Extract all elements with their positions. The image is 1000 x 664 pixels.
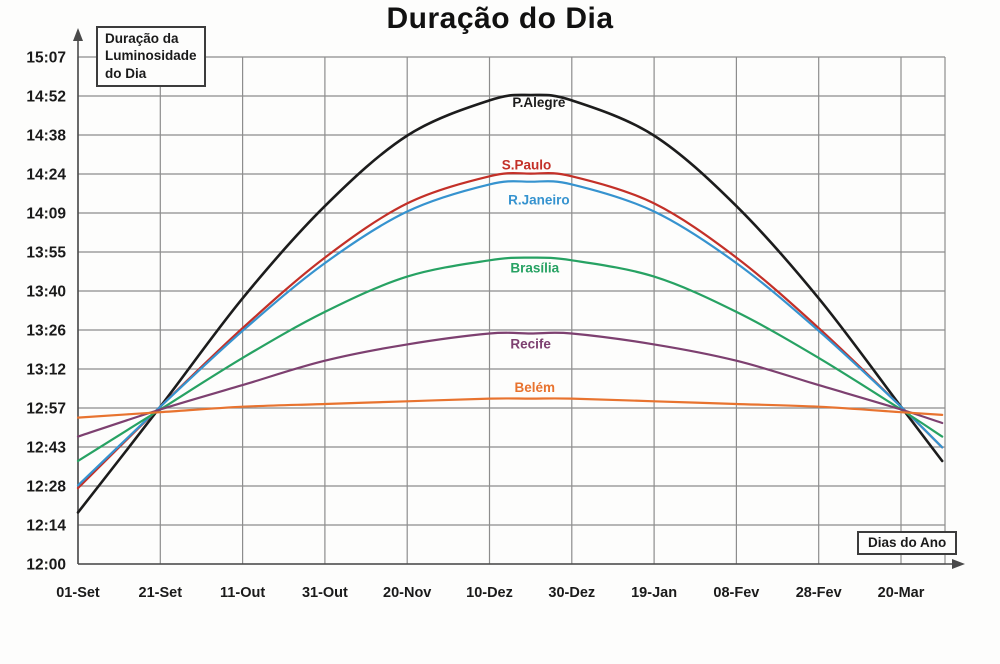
x-tick-label: 20-Mar bbox=[878, 585, 925, 601]
series-line-p-alegre bbox=[76, 93, 944, 514]
y-tick-label: 14:24 bbox=[26, 167, 66, 184]
y-tick-label: 14:52 bbox=[26, 89, 66, 106]
y-tick-label: 14:38 bbox=[26, 128, 66, 145]
y-tick-label: 12:14 bbox=[26, 518, 66, 535]
y-tick-label: 12:28 bbox=[26, 479, 66, 496]
x-axis-label-box: Dias do Ano bbox=[857, 531, 958, 555]
y-tick-label: 12:57 bbox=[26, 401, 66, 418]
x-tick-label: 30-Dez bbox=[548, 585, 595, 601]
series-label-p-alegre: P.Alegre bbox=[512, 95, 566, 110]
series-label-r-janeiro: R.Janeiro bbox=[508, 193, 570, 208]
series-line-r-janeiro bbox=[76, 180, 944, 487]
y-tick-label: 14:09 bbox=[26, 206, 66, 223]
x-axis-arrow-icon bbox=[952, 559, 965, 569]
series-line-recife bbox=[76, 331, 944, 438]
series-line-s-paulo bbox=[76, 171, 944, 490]
y-tick-label: 13:40 bbox=[26, 284, 66, 301]
x-tick-label: 08-Fev bbox=[713, 585, 759, 601]
y-tick-label: 15:07 bbox=[26, 50, 66, 67]
x-tick-label: 28-Fev bbox=[796, 585, 842, 601]
x-tick-label: 21-Set bbox=[139, 585, 183, 601]
chart-title: Duração do Dia bbox=[386, 2, 614, 35]
series-line-belem bbox=[76, 397, 944, 419]
x-tick-label: 10-Dez bbox=[466, 585, 513, 601]
x-tick-label: 20-Nov bbox=[383, 585, 431, 601]
x-tick-label: 19-Jan bbox=[631, 585, 677, 601]
y-tick-label: 13:55 bbox=[26, 245, 66, 262]
x-tick-label: 11-Out bbox=[220, 585, 265, 601]
y-axis-label-box: Duração da Luminosidade do Dia bbox=[96, 26, 206, 87]
series-label-s-paulo: S.Paulo bbox=[502, 157, 552, 172]
y-tick-label: 12:00 bbox=[26, 557, 66, 574]
series-label-brasilia: Brasília bbox=[510, 260, 559, 275]
series-label-belem: Belém bbox=[514, 380, 555, 395]
y-tick-label: 13:12 bbox=[26, 362, 66, 379]
x-tick-label: 01-Set bbox=[56, 585, 100, 601]
y-tick-label: 12:43 bbox=[26, 440, 66, 457]
x-tick-label: 31-Out bbox=[302, 585, 348, 601]
series-line-brasilia bbox=[76, 256, 944, 463]
series-label-recife: Recife bbox=[510, 336, 551, 351]
y-axis-arrow-icon bbox=[73, 28, 83, 41]
y-tick-label: 13:26 bbox=[26, 323, 66, 340]
